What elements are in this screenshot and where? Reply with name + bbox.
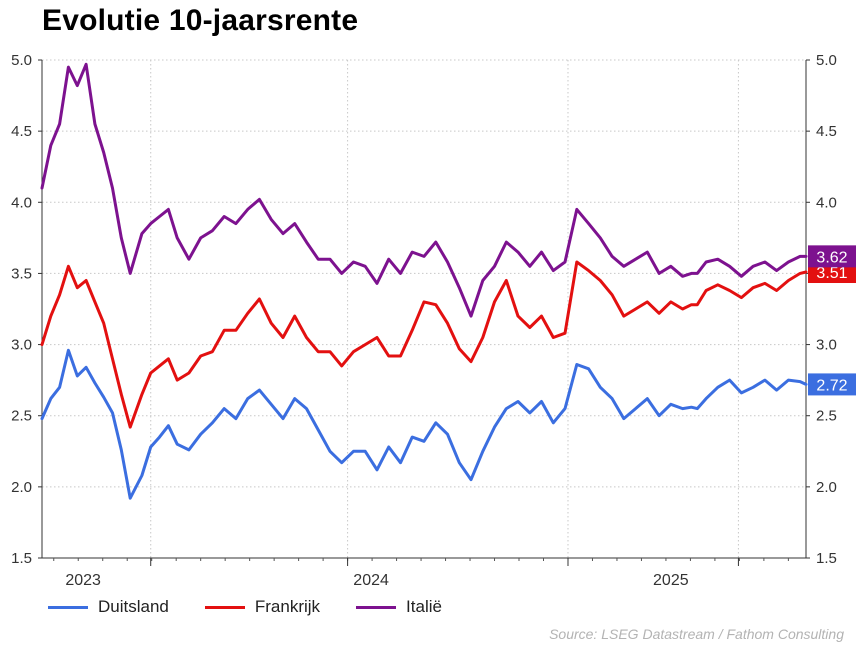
y-tick-label-left: 3.0 (11, 337, 32, 354)
y-tick-label-left: 5.0 (11, 52, 32, 69)
legend: Duitsland Frankrijk Italië (48, 597, 478, 617)
line-chart: 1.51.52.02.02.52.53.03.03.53.54.04.04.54… (11, 52, 856, 589)
series-line-italie (40, 62, 808, 318)
legend-swatch-italie (356, 605, 397, 609)
end-label-italie: 3.62 (816, 249, 847, 266)
end-label-box-italie (808, 245, 856, 268)
legend-label-duitsland: Duitsland (98, 597, 169, 616)
y-tick-label-left: 3.5 (11, 265, 32, 282)
legend-label-frankrijk: Frankrijk (254, 597, 321, 616)
y-tick-label-right: 2.5 (816, 408, 837, 425)
x-tick-label: 2023 (65, 572, 101, 589)
legend-label-italie: Italië (406, 597, 442, 616)
y-tick-label-left: 4.0 (11, 194, 32, 211)
y-tick-label-left: 2.0 (11, 479, 32, 496)
y-tick-label-right: 4.0 (816, 194, 837, 211)
y-tick-label-right: 3.0 (816, 337, 837, 354)
legend-swatch-duitsland (48, 605, 88, 609)
legend-item-italie: Italië (356, 597, 442, 617)
y-tick-label-right: 1.5 (816, 550, 837, 567)
y-tick-label-right: 5.0 (816, 52, 837, 69)
y-tick-label-right: 4.5 (816, 123, 837, 140)
series-line-duitsland (40, 348, 808, 500)
source-note: Source: LSEG Datastream / Fathom Consult… (549, 626, 844, 642)
x-tick-label: 2024 (353, 572, 389, 589)
legend-swatch-frankrijk (204, 605, 245, 609)
chart-title: Evolutie 10-jaarsrente (42, 4, 359, 37)
legend-item-duitsland: Duitsland (48, 597, 169, 617)
y-tick-label-left: 2.5 (11, 408, 32, 425)
y-tick-label-left: 4.5 (11, 123, 32, 140)
y-tick-label-right: 2.0 (816, 479, 837, 496)
end-label-duitsland: 2.72 (816, 377, 847, 394)
end-label-box-duitsland (808, 373, 856, 396)
series-line-frankrijk (40, 260, 808, 429)
end-label-frankrijk: 3.51 (816, 265, 847, 282)
legend-item-frankrijk: Frankrijk (204, 597, 321, 617)
x-tick-label: 2025 (653, 572, 689, 589)
y-tick-label-left: 1.5 (11, 550, 32, 567)
